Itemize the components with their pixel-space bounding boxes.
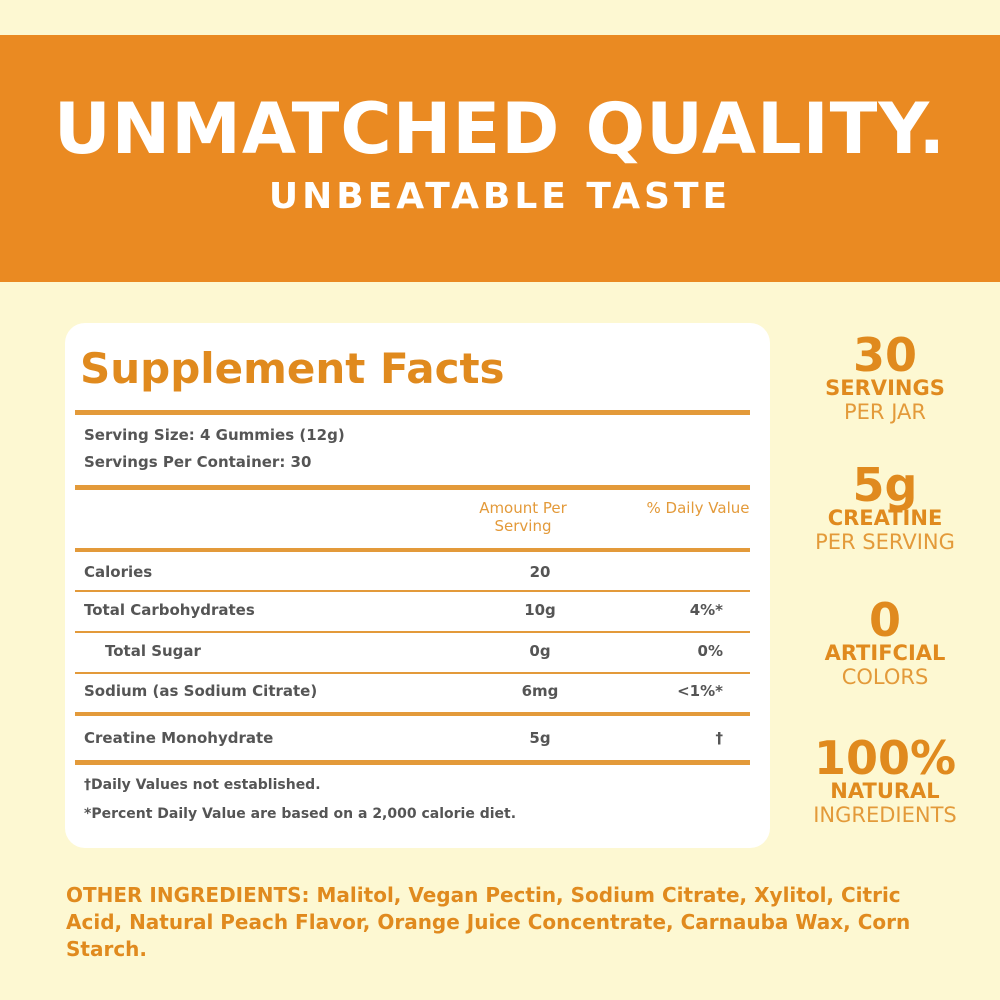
row-label: Total Sugar [105,642,201,660]
stat-label: ARTIFCIAL [824,641,946,665]
row-amount: 6mg [521,682,559,700]
stat-label: SERVINGS [825,376,945,400]
rule [75,485,750,490]
row-label: Calories [84,563,153,581]
row-amount: 5g [529,729,551,747]
rule [75,760,750,765]
rule [75,410,750,415]
row-amount: 20 [529,563,551,581]
stat-label: NATURAL [830,779,940,803]
column-header: Amount Per Serving [479,499,567,535]
stat-sub: PER SERVING [815,530,955,554]
subtitle: UNBEATABLE TASTE [268,176,732,217]
stat-label: CREATINE [827,506,943,530]
other-ingredients-text: Malitol, Vegan Pectin, Sodium Citrate, X… [66,883,911,961]
rule [75,548,750,552]
serving-size: Serving Size: 4 Gummies (12g) [84,426,345,444]
rule [75,712,750,716]
row-amount: 10g [524,601,556,619]
column-header: % Daily Value [646,499,750,517]
facts-title: Supplement Facts [80,344,505,393]
row-dv: 0% [697,642,723,660]
servings-per-container: Servings Per Container: 30 [84,453,312,471]
rule [75,672,750,674]
row-label: Creatine Monohydrate [84,729,274,747]
row-label: Total Carbohydrates [84,601,255,619]
row-dv: † [715,729,724,747]
row-dv: <1%* [677,682,723,700]
row-label: Sodium (as Sodium Citrate) [84,682,318,700]
stat-number: 30 [852,328,917,382]
row-amount: 0g [529,642,551,660]
footnote: †Daily Values not established. [84,777,321,793]
title: UNMATCHED QUALITY. [53,88,947,170]
footnote: *Percent Daily Value are based on a 2,00… [84,806,517,822]
rule [75,590,750,592]
stat-number: 100% [813,731,957,785]
stat-number: 5g [852,458,918,512]
stat-sub: COLORS [841,665,929,689]
header-band [0,35,1000,282]
stat-sub: INGREDIENTS [813,803,957,827]
stat-sub: PER JAR [844,400,926,424]
other-ingredients-label: OTHER INGREDIENTS: [66,883,310,907]
rule [75,631,750,633]
stat-number: 0 [868,593,901,647]
facts-card [65,323,770,848]
row-dv: 4%* [689,601,723,619]
other-ingredients: OTHER INGREDIENTS: Malitol, Vegan Pectin… [66,882,946,963]
